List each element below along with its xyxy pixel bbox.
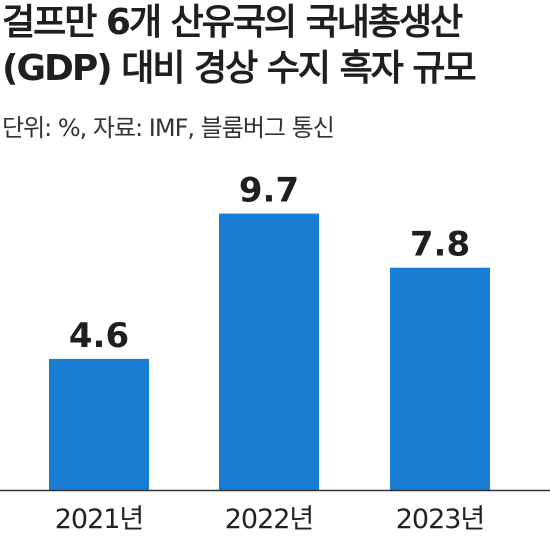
bar-2023년 — [390, 267, 490, 490]
bar-2022년 — [219, 213, 319, 491]
source-note: 단위: %, 자료: IMF, 블룸버그 통신 — [2, 114, 335, 142]
data-label-2022년: 9.7 — [239, 171, 299, 211]
x-tick-label-2022년: 2022년 — [225, 504, 314, 535]
x-tick-label-2021년: 2021년 — [55, 504, 144, 535]
x-tick-label-2023년: 2023년 — [396, 504, 485, 535]
data-label-2021년: 4.6 — [69, 316, 129, 356]
chart-title-line1: 걸프만 6개 산유국의 국내총생산 — [2, 2, 463, 43]
chart-title-line2: (GDP) 대비 경상 수지 흑자 규모 — [2, 48, 477, 89]
data-label-2023년: 7.8 — [410, 225, 470, 265]
bar-2021년 — [49, 358, 149, 490]
